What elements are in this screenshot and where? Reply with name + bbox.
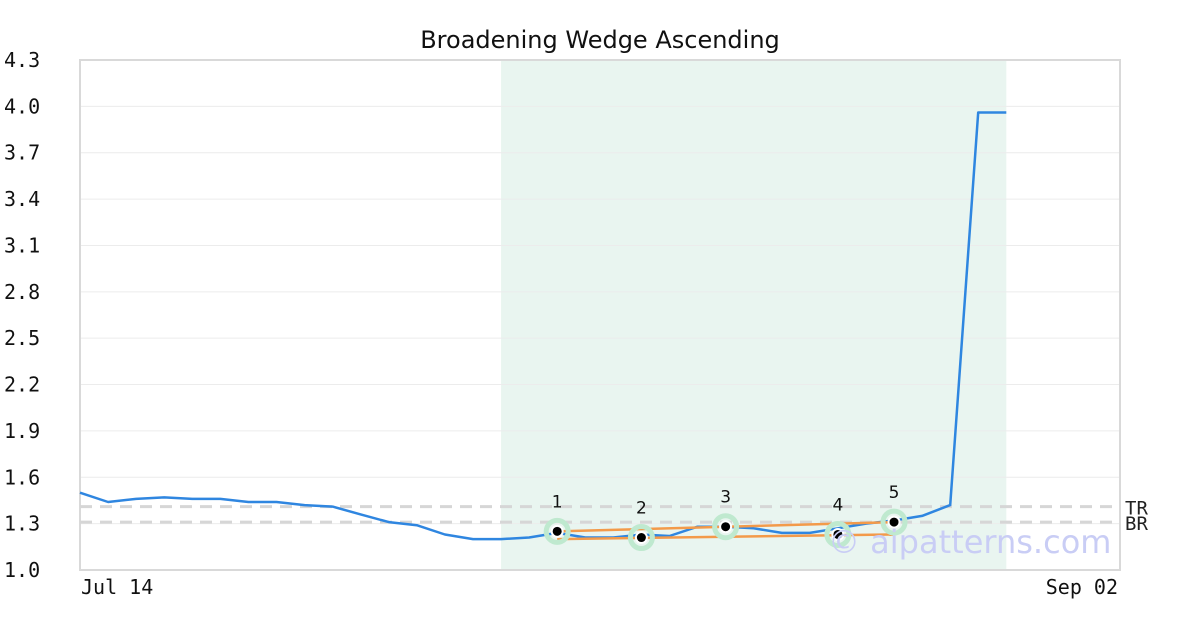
- y-tick-label: 3.1: [4, 233, 40, 257]
- pattern-point-label: 4: [832, 495, 843, 515]
- reference-label: TR: [1125, 498, 1148, 520]
- watermark: © aipatterns.com: [828, 523, 1111, 561]
- x-tick-label: Jul 14: [81, 575, 153, 599]
- reference-label: BR: [1125, 513, 1148, 535]
- pattern-point: [887, 515, 901, 529]
- y-tick-label: 2.5: [4, 326, 40, 350]
- price-series-line: [79, 111, 1007, 541]
- pattern-highlight: [501, 60, 1007, 570]
- pattern-point-ring: [824, 520, 852, 548]
- pattern-points: 1 2 3 4 5: [543, 483, 908, 552]
- y-tick-label: 4.3: [4, 48, 40, 72]
- series-layer: [79, 111, 1007, 541]
- pattern-point-ring: [627, 524, 655, 552]
- pattern-point-ring: [712, 513, 740, 541]
- pattern-point-ring: [543, 517, 571, 545]
- y-tick-label: 3.4: [4, 187, 40, 211]
- chart-title: Broadening Wedge Ascending: [420, 26, 780, 54]
- pattern-point-label: 3: [720, 488, 731, 508]
- x-tick-label: Sep 02: [1046, 575, 1118, 599]
- pattern-point-label: 2: [636, 499, 647, 519]
- y-axis: 1.0 1.3 1.6 1.9 2.2 2.5 2.8 3.1 3.4 3.7 4.0 4.3: [4, 48, 40, 582]
- pattern-point-ring: [880, 508, 908, 536]
- pattern-point-label: 5: [889, 483, 900, 503]
- y-tick-label: 1.3: [4, 512, 40, 536]
- y-tick-label: 1.9: [4, 419, 40, 443]
- pattern-point: [719, 520, 733, 534]
- y-tick-label: 2.2: [4, 373, 40, 397]
- y-tick-label: 4.0: [4, 94, 40, 118]
- y-tick-label: 3.7: [4, 141, 40, 165]
- pattern-point: [831, 527, 845, 541]
- pattern-point: [550, 524, 564, 538]
- y-tick-label: 1.0: [4, 558, 40, 582]
- y-tick-label: 1.6: [4, 465, 40, 489]
- y-tick-label: 2.8: [4, 280, 40, 304]
- plot-frame: [79, 59, 1121, 571]
- pattern-point-label: 1: [552, 492, 563, 512]
- highlight-layer: [501, 60, 1007, 570]
- pattern-point: [634, 531, 648, 545]
